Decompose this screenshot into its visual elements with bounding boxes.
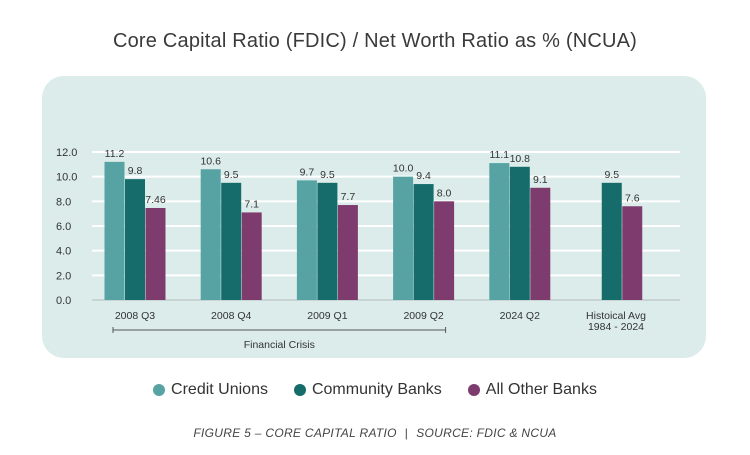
y-tick-label: 2.0 <box>56 270 71 282</box>
caption-source: SOURCE: FDIC & NCUA <box>416 426 557 440</box>
data-label: 8.0 <box>437 187 452 199</box>
data-label: 11.2 <box>105 148 125 160</box>
legend-swatch-community-banks <box>293 384 306 396</box>
caption-separator: | <box>404 426 409 440</box>
data-label: 7.6 <box>625 192 640 204</box>
bar-community-banks <box>125 179 145 300</box>
data-label: 7.1 <box>244 198 259 210</box>
legend: Credit Unions Community Banks All Other … <box>0 381 750 399</box>
bar-community-banks <box>601 182 622 300</box>
legend-label: All Other Banks <box>485 381 597 398</box>
y-tick-label: 0.0 <box>56 295 71 307</box>
x-tick-label: Histoical Avg <box>586 310 646 322</box>
y-tick-label: 8.0 <box>56 196 71 208</box>
chart-panel: 0.0 2.0 4.0 6.0 8.0 10.0 12.0 11.2 9.8 7.46 2008 Q… <box>42 76 706 358</box>
bar-community-banks <box>509 166 530 300</box>
caption-figure: FIGURE 5 – CORE CAPITAL RATIO <box>193 426 397 440</box>
y-tick-label: 4.0 <box>56 246 71 258</box>
legend-label: Credit Unions <box>171 381 268 398</box>
legend-item-all-other-banks: All Other Banks <box>467 381 597 399</box>
bar-community-banks <box>413 184 434 300</box>
legend-swatch-all-other-banks <box>467 384 480 396</box>
legend-label: Community Banks <box>311 381 442 398</box>
legend-item-community-banks: Community Banks <box>293 381 442 399</box>
data-label: 9.1 <box>533 174 548 186</box>
y-tick-label: 12.0 <box>56 147 77 159</box>
data-label: 10.0 <box>393 163 414 175</box>
bar-credit-unions <box>489 163 510 300</box>
bar-all-other-banks <box>145 207 166 300</box>
data-label: 10.6 <box>200 155 221 167</box>
bar-credit-unions <box>104 161 125 300</box>
bar-credit-unions <box>393 176 414 300</box>
y-tick-label: 10.0 <box>56 172 77 184</box>
bar-all-other-banks <box>530 187 551 300</box>
bar-community-banks <box>221 182 242 300</box>
x-tick-label: 2008 Q4 <box>211 310 251 322</box>
x-tick-label: 2024 Q2 <box>500 310 540 322</box>
data-label: 7.46 <box>145 194 166 206</box>
bar-all-other-banks <box>337 205 358 300</box>
chart-title: Core Capital Ratio (FDIC) / Net Worth Ra… <box>112 30 638 52</box>
data-label: 10.8 <box>510 153 531 165</box>
figure-caption: FIGURE 5 – CORE CAPITAL RATIO | SOURCE: FD… <box>0 426 750 440</box>
y-tick-label: 6.0 <box>56 221 71 233</box>
bar-all-other-banks <box>434 201 455 300</box>
data-label: 9.7 <box>300 166 315 178</box>
x-tick-label: 2008 Q3 <box>115 310 155 322</box>
bar-community-banks <box>317 182 338 300</box>
legend-swatch-credit-unions <box>153 384 166 396</box>
data-label: 9.5 <box>320 169 335 181</box>
data-label: 9.4 <box>416 170 431 182</box>
bar-all-other-banks <box>241 212 262 300</box>
data-label: 9.8 <box>128 165 143 177</box>
x-tick-label: 2009 Q1 <box>307 310 347 322</box>
legend-item-credit-unions: Credit Unions <box>153 381 268 399</box>
bracket-label: Financial Crisis <box>244 339 315 351</box>
bar-chart: 0.0 2.0 4.0 6.0 8.0 10.0 12.0 11.29.8 7.46 2008 Q… <box>56 147 680 351</box>
data-label: 11.1 <box>489 149 509 161</box>
x-tick-label: 2009 Q2 <box>403 310 443 322</box>
bar-credit-unions <box>296 180 317 300</box>
x-tick-label: 1984 - 2024 <box>588 321 644 333</box>
data-label: 9.5 <box>604 169 619 181</box>
bar-all-other-banks <box>622 206 643 300</box>
data-label: 9.5 <box>224 169 239 181</box>
data-label: 7.7 <box>341 191 356 203</box>
bar-credit-unions <box>200 169 221 300</box>
